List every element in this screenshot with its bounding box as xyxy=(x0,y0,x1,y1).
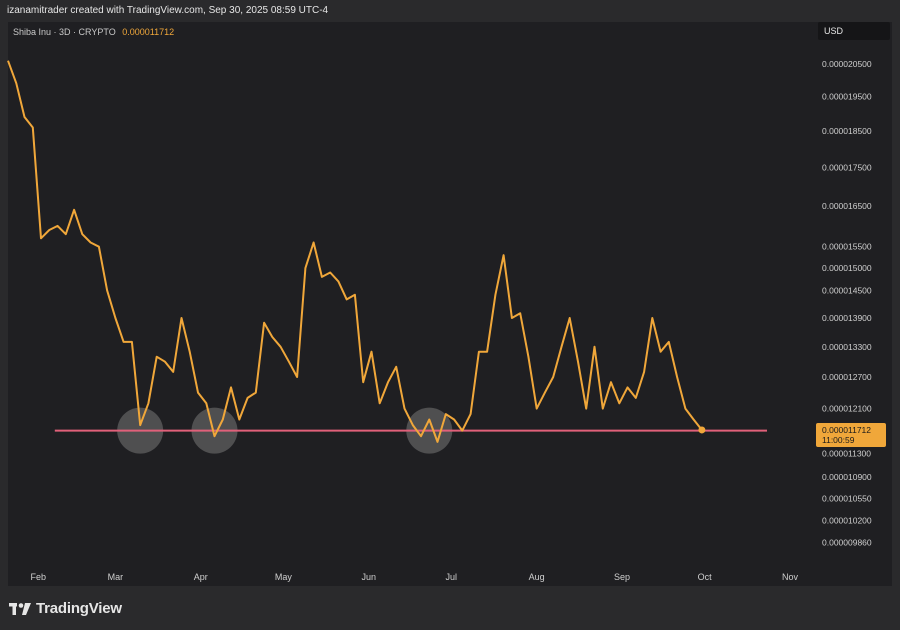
y-tick-label: 0.000011300 xyxy=(822,448,871,458)
y-tick-label: 0.000013300 xyxy=(822,342,872,352)
y-tick-label: 0.000012700 xyxy=(822,372,872,382)
x-tick-label: Sep xyxy=(614,572,630,582)
x-tick-label: Mar xyxy=(108,572,124,582)
x-tick-label: Jul xyxy=(446,572,458,582)
y-tick-label: 0.000009860 xyxy=(822,538,872,548)
x-tick-label: Aug xyxy=(529,572,545,582)
y-tick-label: 0.000015500 xyxy=(822,242,872,252)
y-tick-label: 0.000013900 xyxy=(822,313,872,323)
attribution-header: izanamitrader created with TradingView.c… xyxy=(0,0,900,22)
y-tick-label: 0.000010200 xyxy=(822,515,872,525)
y-tick-label: 0.000016500 xyxy=(822,201,872,211)
price-badge-countdown: 11:00:59 xyxy=(822,435,855,445)
y-tick-label: 0.000010900 xyxy=(822,472,872,482)
symbol-info[interactable]: Shiba Inu · 3D · CRYPTO 0.000011712 xyxy=(13,27,174,37)
y-tick-label: 0.000012100 xyxy=(822,404,872,414)
currency-label: USD xyxy=(824,26,844,36)
chart-panel[interactable] xyxy=(8,22,892,586)
price-badge-value: 0.000011712 xyxy=(822,425,871,435)
attribution-text: izanamitrader created with TradingView.c… xyxy=(7,5,329,16)
y-tick-label: 0.000015000 xyxy=(822,263,872,273)
y-tick-label: 0.000014500 xyxy=(822,285,872,295)
tradingview-logo-icon xyxy=(9,603,31,615)
price-badge: 0.000011712 11:00:59 xyxy=(816,422,886,447)
x-tick-label: Feb xyxy=(31,572,47,582)
x-tick-label: Jun xyxy=(361,572,376,582)
y-tick-label: 0.000020500 xyxy=(822,59,872,69)
footer-brand-text: TradingView xyxy=(36,599,122,617)
y-axis-labels: 0.000020500 0.000019500 0.000018500 0.00001… xyxy=(822,59,872,548)
y-tick-label: 0.000018500 xyxy=(822,126,872,136)
x-axis-labels: Feb Mar Apr May Jun Jul Aug Sep Oct Nov xyxy=(31,572,799,582)
y-tick-label: 0.000017500 xyxy=(822,162,872,172)
currency-selector[interactable]: USD xyxy=(818,22,890,40)
symbol-description: Shiba Inu · 3D · CRYPTO xyxy=(13,27,116,37)
footer-brand[interactable]: TradingView xyxy=(9,599,122,617)
x-tick-label: Nov xyxy=(782,572,799,582)
x-tick-label: May xyxy=(275,572,293,582)
price-line xyxy=(7,60,703,443)
y-tick-label: 0.000019500 xyxy=(822,92,872,102)
x-tick-label: Oct xyxy=(698,572,713,582)
y-tick-label: 0.000010550 xyxy=(822,493,872,503)
symbol-last-price: 0.000011712 xyxy=(122,27,175,37)
last-price-point xyxy=(698,426,706,434)
x-tick-label: Apr xyxy=(194,572,208,582)
